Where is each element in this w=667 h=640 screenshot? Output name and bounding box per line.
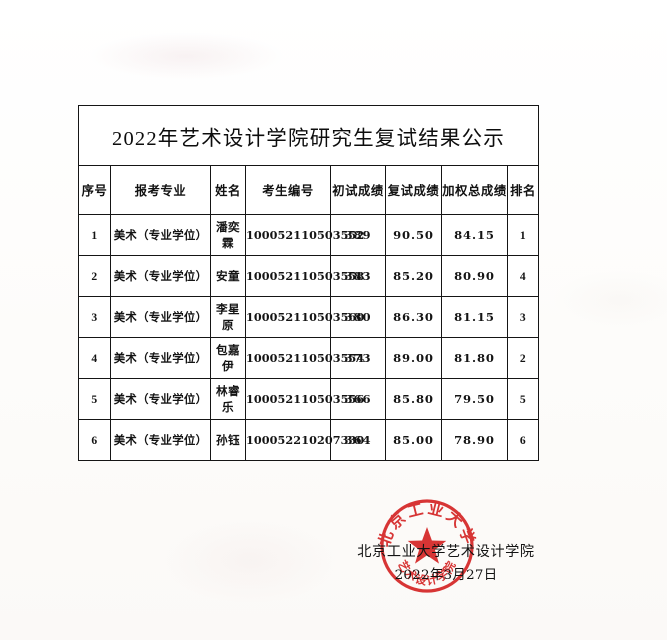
table-row: 3 美术（专业学位） 李星原 100052110503560 380 86.30… <box>78 296 539 338</box>
table-row: 2 美术（专业学位） 安童 100052110503558 383 85.20 … <box>78 255 539 297</box>
cell-name: 林睿乐 <box>210 378 246 420</box>
table-header-row: 序号 报考专业 姓名 考生编号 初试成绩 复试成绩 加权总成绩 排名 <box>78 165 539 215</box>
cell-rank: 2 <box>507 337 539 379</box>
column-header-major: 报考专业 <box>110 165 211 215</box>
column-header-second-score: 复试成绩 <box>385 165 442 215</box>
document-title: 2022年艺术设计学院研究生复试结果公示 <box>78 105 539 166</box>
cell-index: 4 <box>78 337 111 379</box>
cell-major: 美术（专业学位） <box>110 296 211 338</box>
cell-code: 100052110503560 <box>245 296 364 338</box>
cell-weighted-total: 81.15 <box>441 296 508 338</box>
column-header-rank: 排名 <box>507 165 539 215</box>
cell-second-score: 90.50 <box>385 214 442 256</box>
cell-rank: 1 <box>507 214 539 256</box>
cell-second-score: 85.20 <box>385 255 442 297</box>
cell-weighted-total: 81.80 <box>441 337 508 379</box>
cell-major: 美术（专业学位） <box>110 255 211 297</box>
table-row: 5 美术（专业学位） 林睿乐 100052110503556 366 85.80… <box>78 378 539 420</box>
column-header-first-score: 初试成绩 <box>330 165 386 215</box>
cell-second-score: 86.30 <box>385 296 442 338</box>
table-row: 1 美术（专业学位） 潘奕霖 100052110503552 389 90.50… <box>78 214 539 256</box>
cell-index: 1 <box>78 214 111 256</box>
table-row: 6 美术（专业学位） 孙钰 100052210207330 364 85.00 … <box>78 419 539 461</box>
cell-name: 孙钰 <box>210 419 246 461</box>
column-header-weighted: 加权总成绩 <box>441 165 508 215</box>
cell-name: 潘奕霖 <box>210 214 246 256</box>
cell-code: 100052110503552 <box>245 214 364 256</box>
cell-code: 100052110503556 <box>245 378 364 420</box>
cell-code: 100052110503558 <box>245 255 364 297</box>
cell-rank: 3 <box>507 296 539 338</box>
cell-index: 5 <box>78 378 111 420</box>
column-header-index: 序号 <box>78 165 111 215</box>
cell-code: 100052110503554 <box>245 337 364 379</box>
column-header-code: 考生编号 <box>245 165 331 215</box>
cell-major: 美术（专业学位） <box>110 337 211 379</box>
cell-name: 李星原 <box>210 296 246 338</box>
cell-weighted-total: 78.90 <box>441 419 508 461</box>
cell-second-score: 89.00 <box>385 337 442 379</box>
cell-index: 2 <box>78 255 111 297</box>
cell-second-score: 85.80 <box>385 378 442 420</box>
cell-name: 包嘉伊 <box>210 337 246 379</box>
cell-weighted-total: 79.50 <box>441 378 508 420</box>
cell-index: 6 <box>78 419 111 461</box>
issue-date: 2022年3月27日 <box>394 568 498 583</box>
cell-name: 安童 <box>210 255 246 297</box>
results-table: 2022年艺术设计学院研究生复试结果公示 序号 报考专业 姓名 考生编号 初试成… <box>78 105 539 461</box>
cell-rank: 6 <box>507 419 539 461</box>
cell-weighted-total: 84.15 <box>441 214 508 256</box>
table-row: 4 美术（专业学位） 包嘉伊 100052110503554 373 89.00… <box>78 337 539 379</box>
cell-major: 美术（专业学位） <box>110 378 211 420</box>
table-title-row: 2022年艺术设计学院研究生复试结果公示 <box>78 105 539 166</box>
cell-rank: 5 <box>507 378 539 420</box>
cell-major: 美术（专业学位） <box>110 419 211 461</box>
cell-index: 3 <box>78 296 111 338</box>
cell-rank: 4 <box>507 255 539 297</box>
cell-major: 美术（专业学位） <box>110 214 211 256</box>
cell-second-score: 85.00 <box>385 419 442 461</box>
issuing-organization: 北京工业大学艺术设计学院 <box>357 544 535 560</box>
signature-block: 北京工业大学艺术设计学院 2022年3月27日 <box>338 541 554 583</box>
column-header-name: 姓名 <box>210 165 246 215</box>
cell-weighted-total: 80.90 <box>441 255 508 297</box>
cell-code: 100052210207330 <box>245 419 364 461</box>
